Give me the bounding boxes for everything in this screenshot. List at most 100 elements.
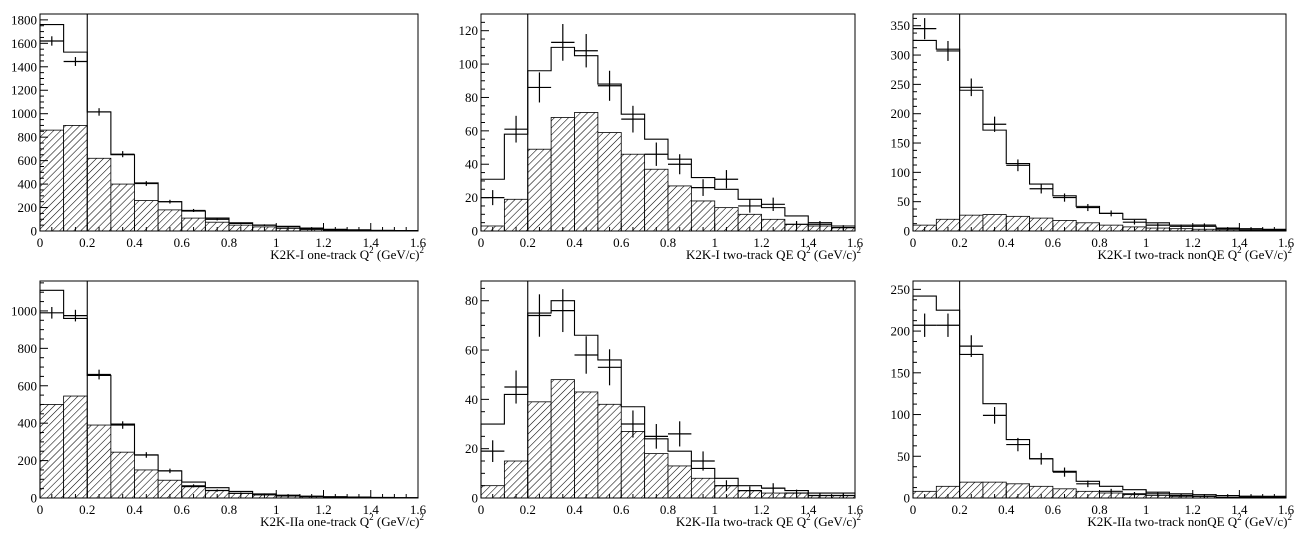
qe-bar — [551, 117, 574, 231]
y-tick-label: 400 — [18, 177, 38, 192]
qe-bar — [528, 149, 551, 231]
x-tick-label: 0.6 — [174, 235, 191, 250]
data-point — [936, 314, 959, 337]
y-tick-label: 20 — [465, 441, 478, 456]
y-tick-label: 800 — [18, 130, 38, 145]
y-tick-label: 1000 — [11, 303, 37, 318]
x-tick-label: 0.2 — [520, 235, 536, 250]
x-tick-label: 0.2 — [79, 235, 95, 250]
data-point — [1006, 159, 1029, 171]
y-tick-label: 60 — [465, 123, 478, 138]
data-point — [691, 179, 714, 196]
qe-bar — [504, 461, 527, 498]
data-point — [64, 310, 88, 322]
axis-unit: (GeV/c) — [811, 514, 857, 529]
y-tick-label: 1400 — [11, 59, 37, 74]
axis-unit-superscript: 2 — [1288, 512, 1293, 522]
y-tick-label: 0 — [472, 491, 479, 506]
y-tick-label: 250 — [891, 77, 911, 92]
panel-label: K2K-IIa two-track QE Q — [676, 514, 807, 529]
axis-unit-superscript: 2 — [1288, 245, 1293, 255]
axis-unit: (GeV/c) — [374, 514, 420, 529]
data-point — [551, 289, 574, 332]
x-tick-label: 0.2 — [952, 235, 968, 250]
x-axis-label: K2K-IIa two-track QE Q2 (GeV/c)2 — [676, 512, 861, 529]
panel-label: K2K-I one-track Q — [270, 247, 370, 262]
panel-label: K2K-IIa two-track nonQE Q — [1087, 514, 1237, 529]
data-point — [481, 440, 504, 462]
axis-unit-superscript: 2 — [420, 245, 425, 255]
data-point — [913, 18, 936, 39]
qe-bar — [135, 470, 159, 498]
y-tick-label: 120 — [459, 23, 479, 38]
qe-bar — [111, 452, 135, 498]
y-tick-label: 100 — [459, 57, 479, 72]
qe-bar — [551, 380, 574, 498]
qe-bar — [645, 454, 668, 498]
y-tick-label: 400 — [18, 416, 38, 431]
data-point — [1053, 193, 1076, 201]
data-point — [762, 483, 785, 493]
y-tick-label: 80 — [465, 293, 478, 308]
data-point — [598, 349, 621, 385]
x-tick-label: 0.4 — [998, 502, 1015, 517]
data-point — [87, 108, 111, 116]
panel-label: K2K-I two-track nonQE Q — [1097, 247, 1237, 262]
data-point — [960, 335, 983, 357]
y-tick-label: 1600 — [11, 36, 37, 51]
data-point — [158, 200, 182, 204]
data-point — [1076, 204, 1099, 211]
x-axis-label: K2K-I two-track nonQE Q2 (GeV/c)2 — [1097, 245, 1292, 262]
data-point — [762, 198, 785, 211]
qe-bar — [645, 169, 668, 231]
y-tick-label: 50 — [897, 194, 910, 209]
qe-bar — [135, 201, 159, 231]
qe-bar — [64, 396, 88, 498]
data-point — [645, 143, 668, 166]
qe-bar — [504, 199, 527, 231]
panel-label: K2K-IIa one-track Q — [260, 514, 370, 529]
x-tick-label: 0.4 — [566, 235, 583, 250]
x-tick-label: 0.8 — [660, 502, 676, 517]
qe-bar — [668, 186, 691, 231]
y-tick-label: 50 — [897, 449, 910, 464]
x-tick-label: 0.4 — [998, 235, 1015, 250]
data-point — [551, 24, 574, 61]
axis-unit-superscript: 2 — [857, 245, 862, 255]
x-tick-label: 0.8 — [221, 502, 237, 517]
axis-unit-superscript: 2 — [857, 512, 862, 522]
axis-unit: (GeV/c) — [1242, 514, 1288, 529]
data-point — [668, 421, 691, 446]
x-tick-label: 0.4 — [126, 235, 143, 250]
mc-total-step — [913, 296, 1286, 498]
qe-bar — [111, 184, 135, 231]
x-tick-label: 0 — [478, 502, 485, 517]
data-point — [575, 336, 598, 373]
y-tick-label: 0 — [31, 491, 38, 506]
x-tick-label: 0.2 — [952, 502, 968, 517]
data-point — [936, 41, 959, 61]
y-tick-label: 350 — [891, 18, 911, 33]
data-point — [913, 314, 936, 337]
x-tick-label: 0.6 — [174, 502, 191, 517]
data-point — [111, 151, 135, 157]
qe-bar — [87, 158, 111, 231]
y-tick-label: 200 — [18, 200, 38, 215]
panel-label: K2K-I two-track QE Q — [686, 247, 807, 262]
data-point — [598, 71, 621, 101]
y-tick-label: 100 — [891, 407, 911, 422]
plot-frame — [913, 281, 1286, 498]
x-tick-label: 0.8 — [221, 235, 237, 250]
axis-unit-superscript: 2 — [420, 512, 425, 522]
data-point — [983, 407, 1006, 424]
qe-bar — [668, 466, 691, 498]
y-tick-label: 300 — [891, 48, 911, 63]
x-axis-label: K2K-IIa one-track Q2 (GeV/c)2 — [260, 512, 424, 529]
data-point — [87, 370, 111, 380]
data-point — [1053, 468, 1076, 477]
